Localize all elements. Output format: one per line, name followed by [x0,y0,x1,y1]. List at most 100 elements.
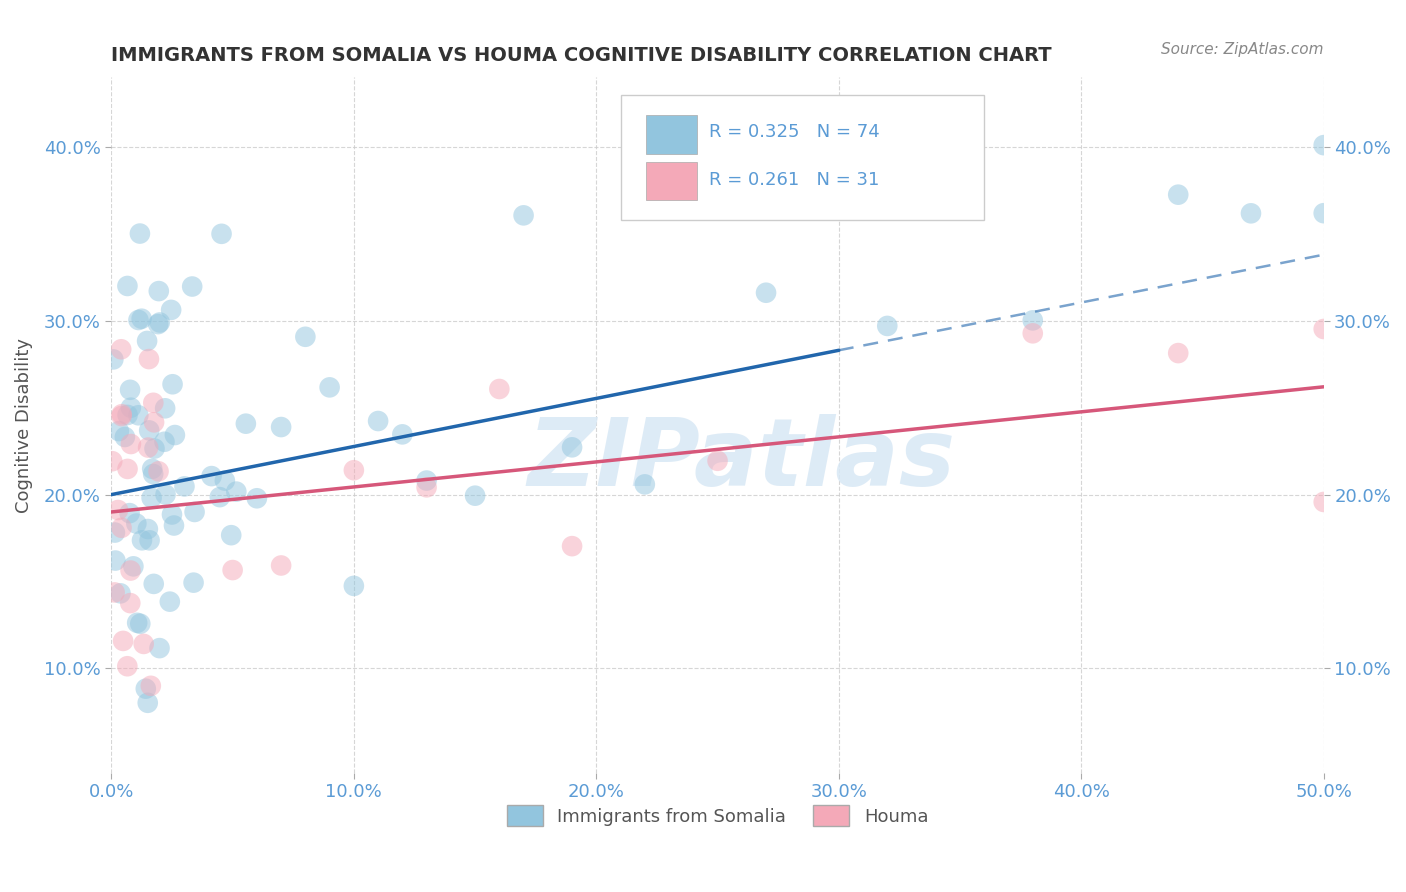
Point [122,559,145,574]
Point [110,409,132,423]
Point [131,533,153,548]
Point [114,430,136,444]
Point [173,479,195,493]
Point [183,505,205,519]
Point [159,595,181,609]
Point [120,596,142,610]
Point [138,533,160,548]
Point [200,469,222,483]
Point [103,352,125,367]
Point [706,454,728,468]
Point [118,506,141,520]
Text: R = 0.325   N = 74: R = 0.325 N = 74 [709,122,880,141]
Point [225,484,247,499]
Point [561,440,583,454]
Point [104,525,127,540]
Point [160,508,183,522]
Point [163,428,186,442]
Point [634,477,657,491]
Point [139,679,162,693]
Point [120,437,142,451]
Point [143,442,166,456]
Point [148,641,170,656]
Point [208,490,231,504]
Point [138,352,160,367]
Point [149,316,172,330]
Point [1167,187,1189,202]
Point [755,285,778,300]
Text: ZIPatlas: ZIPatlas [527,414,956,506]
Point [1167,346,1189,360]
Point [367,414,389,428]
Point [136,522,159,536]
Point [219,528,242,542]
Point [129,616,152,631]
Point [153,434,176,449]
Point [131,311,153,326]
Point [155,487,177,501]
Point [391,427,413,442]
Point [117,279,139,293]
Point [876,318,898,333]
Point [107,503,129,517]
Point [136,696,159,710]
Point [1312,206,1334,220]
Point [246,491,269,506]
Point [235,417,257,431]
Point [111,407,134,421]
Point [142,467,165,481]
Point [183,575,205,590]
Point [148,284,170,298]
Point [1022,313,1045,327]
Point [117,462,139,476]
Point [1312,138,1334,153]
Point [148,464,170,478]
Point [415,474,437,488]
FancyBboxPatch shape [645,115,697,153]
Point [1312,322,1334,336]
Point [1240,206,1263,220]
Point [163,518,186,533]
Point [343,579,366,593]
Point [101,454,124,468]
Point [142,577,165,591]
Point [120,401,142,415]
Point [136,441,159,455]
Point [127,615,149,630]
Point [512,208,534,222]
Point [104,585,127,599]
Point [270,420,292,434]
Point [136,334,159,348]
Point [270,558,292,573]
Point [120,383,142,397]
Point [110,343,132,357]
Point [135,681,157,696]
Point [142,396,165,410]
Point [129,227,152,241]
Point [110,521,132,535]
Point [104,553,127,567]
Point [181,279,204,293]
Point [127,313,149,327]
Point [294,330,316,344]
Point [108,424,131,438]
Point [141,462,163,476]
Point [162,377,184,392]
Point [318,380,340,394]
Point [141,491,163,505]
Point [138,424,160,438]
Point [221,563,243,577]
Y-axis label: Cognitive Disability: Cognitive Disability [15,337,32,513]
Point [112,634,135,648]
Legend: Immigrants from Somalia, Houma: Immigrants from Somalia, Houma [499,798,935,833]
Point [153,401,176,416]
Text: R = 0.261   N = 31: R = 0.261 N = 31 [709,171,879,189]
Point [561,539,583,553]
Point [211,227,233,241]
Point [117,659,139,673]
Point [214,474,236,488]
Point [110,586,132,600]
Point [488,382,510,396]
FancyBboxPatch shape [645,161,697,201]
Point [1312,495,1334,509]
